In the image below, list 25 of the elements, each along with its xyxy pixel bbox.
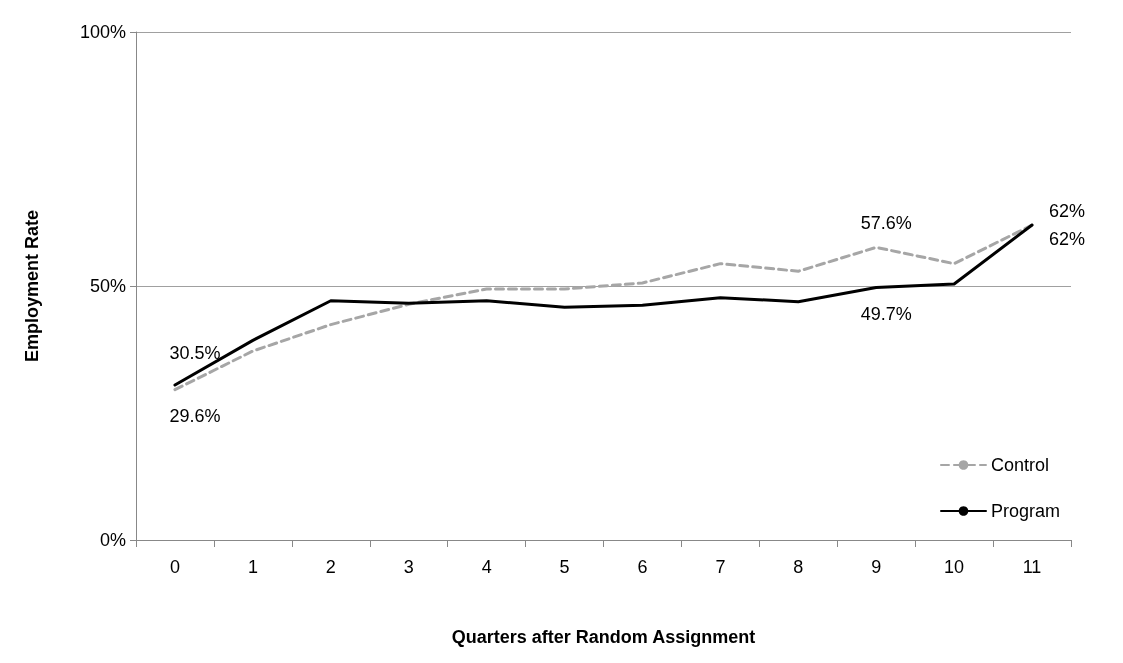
data-label: 62%	[1049, 229, 1086, 250]
x-tick-label: 2	[325, 557, 336, 577]
data-label: 30.5%	[169, 343, 221, 364]
x-tick-label: 3	[403, 557, 414, 577]
x-tick-label: 6	[637, 557, 648, 577]
x-tick-label: 9	[871, 557, 882, 577]
y-tick-label: 0%	[99, 530, 126, 550]
y-tick-label: 100%	[79, 22, 126, 42]
x-tick-label: 4	[481, 557, 492, 577]
x-tick-label: 1	[247, 557, 258, 577]
x-tick-label: 5	[559, 557, 570, 577]
data-label: 57.6%	[860, 213, 912, 234]
y-tick-label: 50%	[89, 276, 126, 296]
legend-label: Program	[990, 501, 1061, 521]
y-axis-title: Employment Rate	[22, 209, 42, 363]
x-tick-label: 7	[715, 557, 726, 577]
x-axis-title: Quarters after Random Assignment	[451, 627, 756, 647]
data-label: 29.6%	[169, 405, 221, 426]
x-tick-label: 11	[1022, 557, 1042, 577]
data-label: 62%	[1049, 201, 1086, 222]
legend-label: Control	[990, 455, 1050, 475]
x-tick-label: 0	[169, 557, 180, 577]
data-label: 49.7%	[860, 303, 912, 324]
x-tick-label: 10	[944, 557, 965, 577]
x-tick-label: 8	[793, 557, 804, 577]
